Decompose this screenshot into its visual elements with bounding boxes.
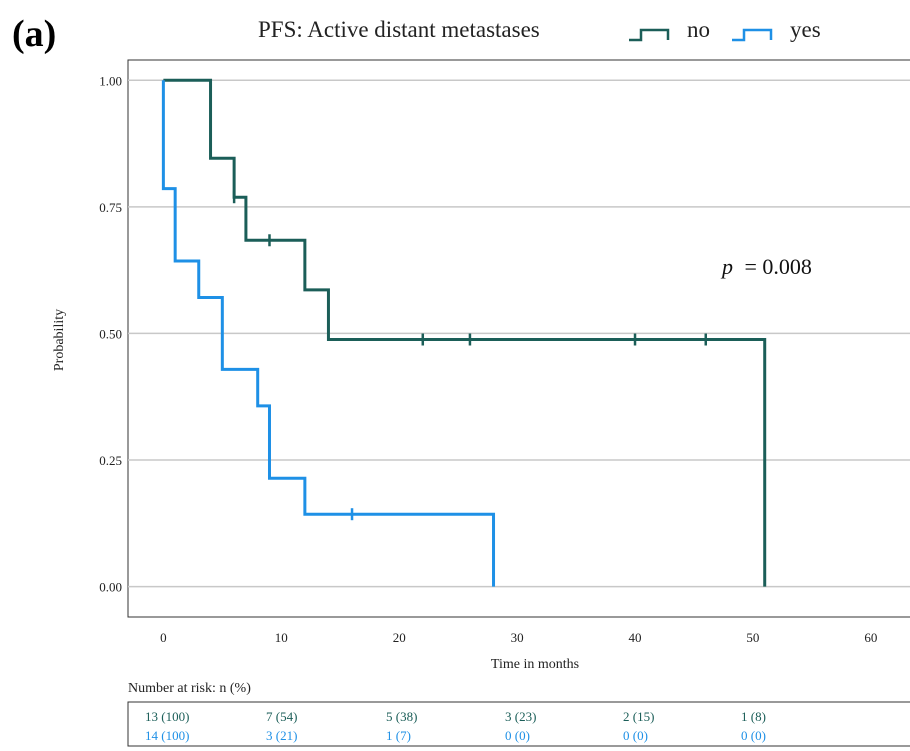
series-layer (161, 78, 767, 587)
risk-cell: 2 (15) (623, 709, 654, 724)
y-axis-label: Probability (52, 309, 67, 371)
risk-cell: 0 (0) (505, 728, 530, 743)
series-yes-curve (161, 80, 496, 587)
y-tick-labels: 0.00 0.25 0.50 0.75 1.00 (99, 73, 122, 594)
legend-label-yes: yes (790, 17, 821, 42)
plot-area (127, 59, 910, 618)
legend-title: PFS: Active distant metastases (258, 17, 540, 42)
risk-cell: 7 (54) (266, 709, 297, 724)
risk-cell: 3 (23) (505, 709, 536, 724)
x-tick-label: 30 (511, 630, 524, 645)
p-value-text: = 0.008 (745, 254, 812, 279)
risk-table-box (127, 701, 910, 747)
series-no-curve (163, 78, 767, 587)
risk-cell: 5 (38) (386, 709, 417, 724)
legend: PFS: Active distant metastases no yes (258, 17, 821, 42)
risk-cell: 13 (100) (145, 709, 189, 724)
panel-label: (a) (12, 13, 56, 55)
p-symbol: p (720, 254, 733, 279)
risk-cell: 14 (100) (145, 728, 189, 743)
risk-cell: 3 (21) (266, 728, 297, 743)
y-tick-label: 1.00 (99, 73, 122, 88)
x-tick-label: 60 (864, 630, 877, 645)
risk-table-rows: 13 (100) 7 (54) 5 (38) 3 (23) 2 (15) 1 (8) 14 … (145, 709, 766, 743)
grid-lines (128, 79, 910, 588)
risk-table-title: Number at risk: n (%) (128, 681, 251, 696)
x-tick-labels: 0 10 20 30 40 50 60 (160, 630, 877, 645)
x-axis-label: Time in months (491, 657, 579, 672)
x-tick-label: 40 (629, 630, 642, 645)
y-tick-label: 0.25 (99, 453, 122, 468)
risk-cell: 1 (7) (386, 728, 411, 743)
legend-swatch-yes (732, 28, 773, 42)
y-tick-label: 0.00 (99, 580, 122, 595)
risk-cell: 1 (8) (741, 709, 766, 724)
risk-cell: 0 (0) (623, 728, 648, 743)
y-tick-label: 0.75 (99, 200, 122, 215)
risk-cell: 0 (0) (741, 728, 766, 743)
legend-swatch-no (629, 28, 670, 42)
x-tick-label: 10 (275, 630, 288, 645)
p-value-annotation: p = 0.008 (720, 254, 812, 279)
x-tick-label: 20 (393, 630, 406, 645)
y-tick-label: 0.50 (99, 326, 122, 341)
x-tick-label: 0 (160, 630, 167, 645)
legend-label-no: no (687, 17, 710, 42)
x-tick-label: 50 (746, 630, 759, 645)
